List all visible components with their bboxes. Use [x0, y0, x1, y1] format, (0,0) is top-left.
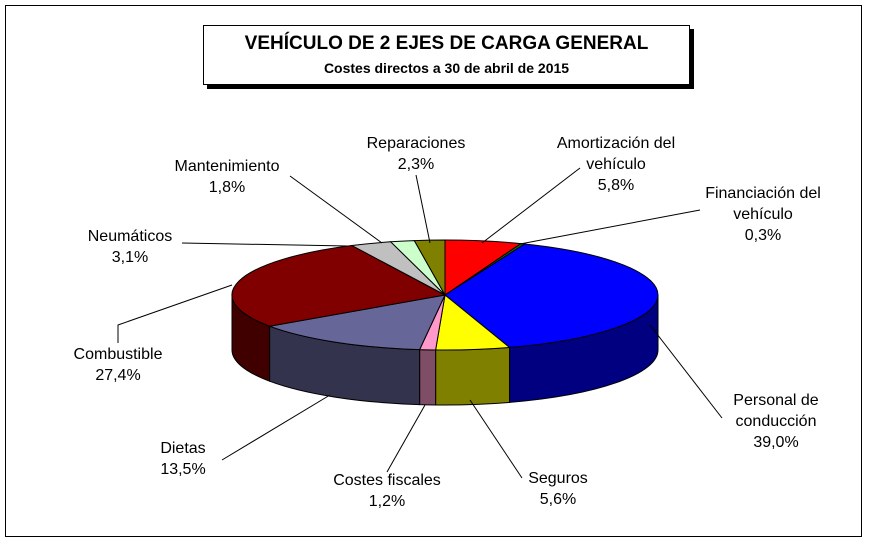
title-box: VEHÍCULO DE 2 EJES DE CARGA GENERAL Cost…	[203, 25, 690, 85]
slice-label: Financiación del vehículo 0,3%	[693, 183, 833, 246]
value-label: 27,4%	[95, 367, 141, 384]
leader-line	[221, 394, 331, 461]
slice-label: Costes fiscales 1,2%	[317, 470, 457, 512]
leader-line	[289, 175, 383, 244]
slice-label: Combustible 27,4%	[48, 344, 188, 386]
leader-line	[415, 174, 431, 244]
slice-label: Dietas 13,5%	[113, 438, 253, 480]
slice-side	[435, 346, 511, 406]
chart-subtitle: Costes directos a 30 de abril de 2015	[323, 60, 570, 76]
leader-line	[649, 324, 723, 419]
category-label: Costes fiscales	[333, 472, 441, 489]
category-label: Financiación del vehículo	[705, 185, 821, 223]
value-label: 2,3%	[397, 156, 435, 173]
category-label: Reparaciones	[366, 135, 466, 152]
slice-label: Reparaciones 2,3%	[346, 133, 486, 175]
leader-line	[181, 242, 349, 247]
value-label: 1,8%	[208, 179, 246, 196]
value-label: 13,5%	[160, 461, 206, 478]
value-label: 39,0%	[753, 434, 799, 451]
slice-side	[419, 349, 437, 406]
leader-line	[519, 209, 701, 245]
category-label: Combustible	[73, 346, 163, 363]
leader-line	[469, 399, 523, 479]
slice-label: Amortización del vehículo 5,8%	[546, 133, 686, 196]
slice-label: Personal de conducción 39,0%	[706, 390, 846, 453]
slice	[267, 294, 446, 351]
chart-frame	[5, 5, 862, 537]
leader-line	[481, 167, 581, 244]
category-label: Dietas	[160, 440, 206, 457]
slice-label: Seguros 5,6%	[488, 468, 628, 510]
value-label: 0,3%	[744, 227, 782, 244]
value-label: 5,8%	[597, 177, 635, 194]
leader-line	[117, 284, 233, 343]
value-label: 1,2%	[368, 493, 406, 510]
value-label: 3,1%	[111, 249, 149, 266]
category-label: Amortización del vehículo	[556, 135, 676, 173]
leader-line	[386, 404, 426, 473]
category-label: Seguros	[528, 470, 588, 487]
category-label: Personal de conducción	[733, 392, 819, 430]
category-label: Mantenimiento	[174, 158, 280, 175]
slice-label: Neumáticos 3,1%	[60, 226, 200, 268]
value-label: 5,6%	[539, 491, 577, 508]
slice	[231, 245, 447, 327]
slice	[444, 243, 659, 348]
slice-label: Mantenimiento 1,8%	[157, 156, 297, 198]
chart-title: VEHÍCULO DE 2 EJES DE CARGA GENERAL	[244, 33, 649, 54]
category-label: Neumáticos	[87, 228, 173, 245]
